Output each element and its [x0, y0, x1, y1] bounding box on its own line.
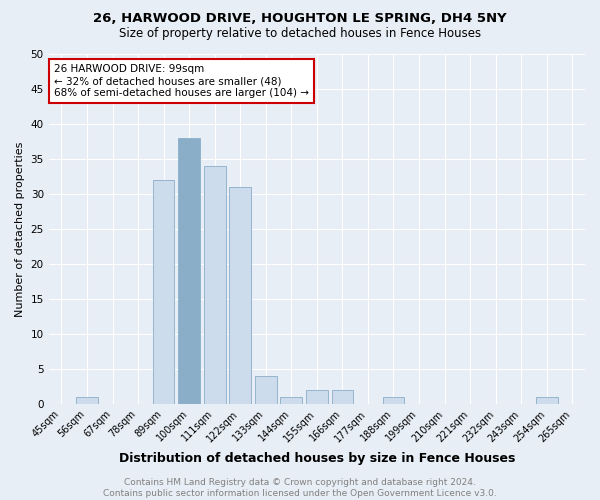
Bar [383, 397, 404, 404]
Text: 26, HARWOOD DRIVE, HOUGHTON LE SPRING, DH4 5NY: 26, HARWOOD DRIVE, HOUGHTON LE SPRING, D… [93, 12, 507, 26]
Bar [255, 376, 277, 404]
Bar [204, 166, 226, 404]
Bar [306, 390, 328, 404]
Bar [76, 397, 98, 404]
Y-axis label: Number of detached properties: Number of detached properties [15, 142, 25, 316]
Bar [536, 397, 557, 404]
Bar [332, 390, 353, 404]
Text: 26 HARWOOD DRIVE: 99sqm
← 32% of detached houses are smaller (48)
68% of semi-de: 26 HARWOOD DRIVE: 99sqm ← 32% of detache… [54, 64, 309, 98]
Bar [178, 138, 200, 404]
Text: Size of property relative to detached houses in Fence Houses: Size of property relative to detached ho… [119, 28, 481, 40]
Text: Contains HM Land Registry data © Crown copyright and database right 2024.
Contai: Contains HM Land Registry data © Crown c… [103, 478, 497, 498]
Bar [280, 397, 302, 404]
Bar [153, 180, 175, 404]
X-axis label: Distribution of detached houses by size in Fence Houses: Distribution of detached houses by size … [119, 452, 515, 465]
Bar [229, 187, 251, 404]
